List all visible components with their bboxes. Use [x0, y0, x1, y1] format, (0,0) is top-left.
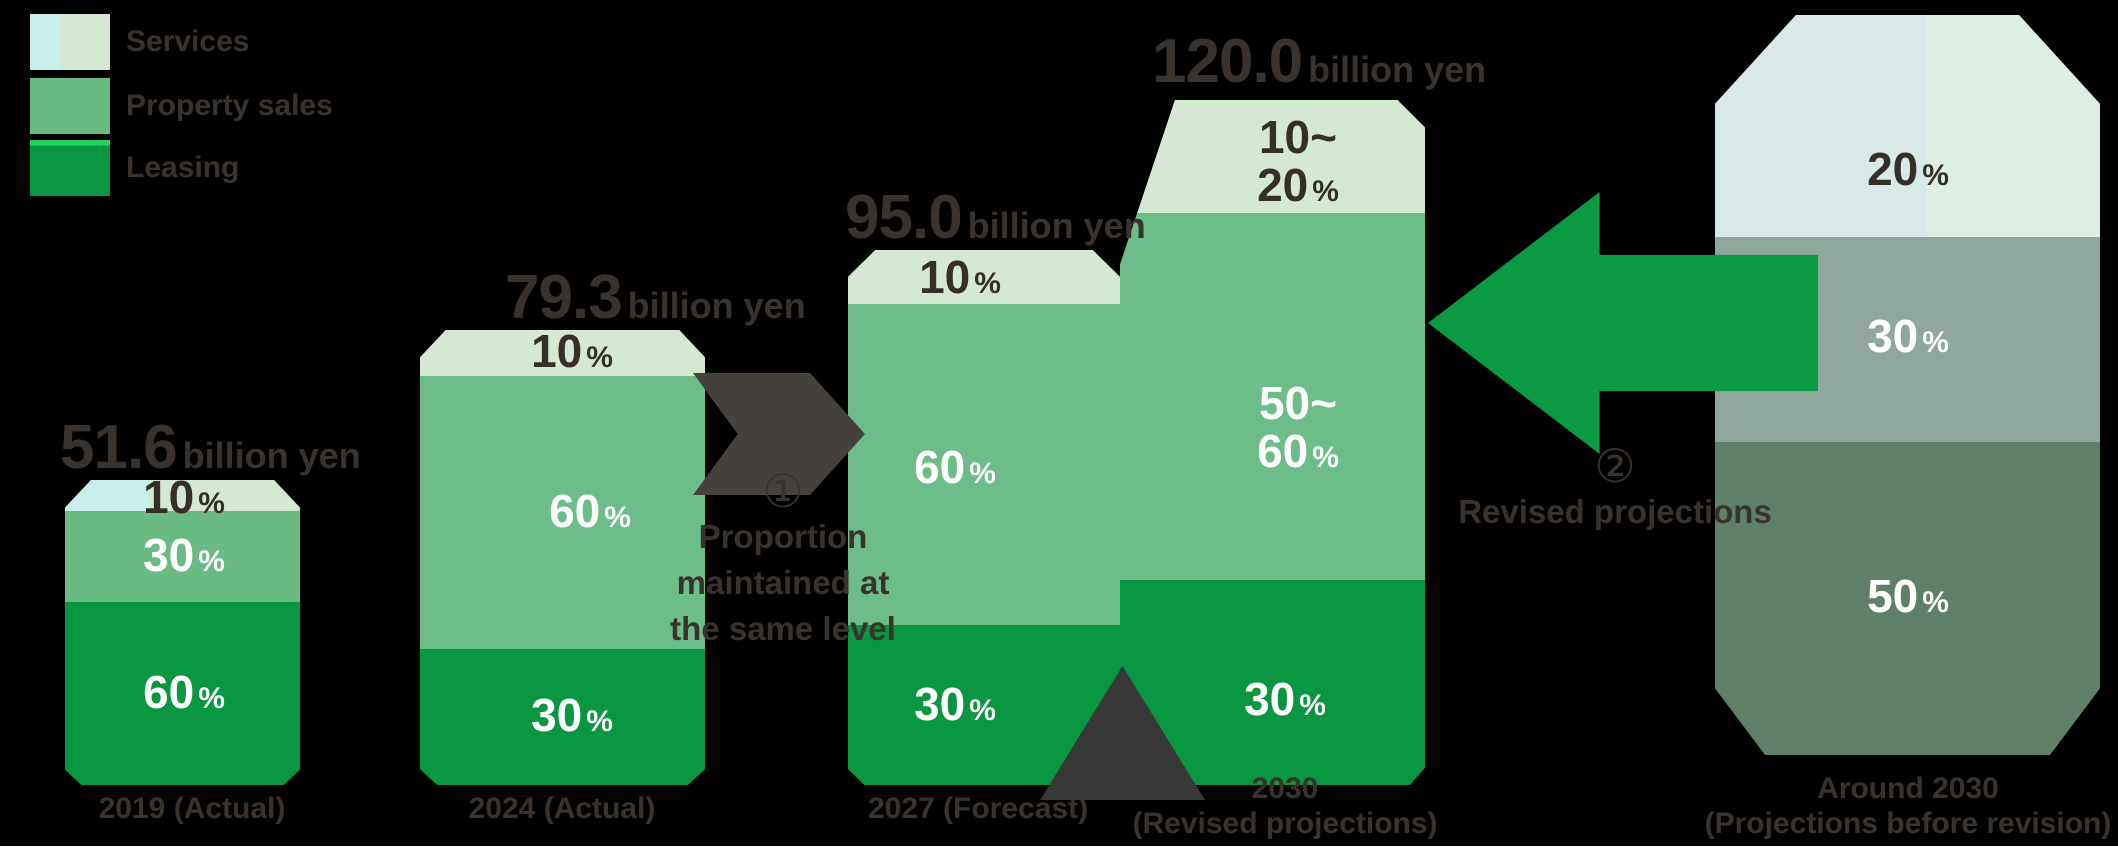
bar-segment-property-sales	[1120, 213, 1425, 580]
bar-segment-services	[1120, 100, 1425, 213]
segment-label: 60%	[914, 441, 996, 494]
annotation-2: ② Revised projections	[1458, 443, 1772, 535]
segment-label: 20%	[1867, 143, 1949, 196]
annotation-line: maintained at	[676, 564, 890, 602]
bar-segment-leasing	[65, 602, 300, 785]
segment-label: 60%	[143, 666, 225, 719]
bar-segment-leasing	[420, 649, 705, 785]
segment-label: 30%	[531, 689, 613, 742]
bar-2024	[420, 330, 705, 785]
circled-2-icon: ②	[1594, 440, 1636, 492]
legend-label: Leasing	[126, 151, 240, 184]
x-axis-label-2030-before-revision: Around 2030 (Projections before revision)	[1704, 772, 2112, 840]
legend-item-services: Services	[30, 14, 249, 70]
legend-swatch-leasing-icon	[30, 140, 110, 196]
bar-segment-leasing	[1715, 442, 2100, 755]
circled-1-icon: ①	[762, 465, 804, 517]
segment-label: 10%	[143, 471, 225, 524]
bar-segment-services	[1715, 15, 2100, 237]
segment-label: 10%	[531, 325, 613, 378]
x-axis-label-2030-revised: 2030 (Revised projections)	[1132, 772, 1438, 840]
bar-title-2030: 120.0 billion yen	[1152, 27, 1487, 96]
segment-label: 30%	[1867, 310, 1949, 363]
segment-label: 10~ 20%	[1257, 111, 1339, 211]
annotation-1: ① Proportion maintained at the same leve…	[670, 468, 896, 653]
bar-title-2024: 79.3 billion yen	[505, 263, 806, 332]
bar-2030-revised	[1120, 100, 1425, 785]
segment-label: 60%	[549, 485, 631, 538]
legend-item-leasing: Leasing	[30, 140, 239, 196]
annotation-line: Revised projections	[1458, 493, 1772, 530]
segment-label: 30%	[143, 529, 225, 582]
bar-2019	[65, 480, 300, 785]
legend-label: Services	[126, 25, 250, 58]
bar-segment-services	[848, 250, 1120, 304]
annotation-line: the same level	[670, 610, 896, 648]
segment-label: 30%	[914, 678, 996, 731]
bar-segment-property-sales	[420, 376, 705, 649]
bar-title-2027: 95.0 billion yen	[845, 183, 1146, 252]
bar-segment-property-sales	[65, 511, 300, 602]
annotation-line: Proportion	[698, 518, 868, 555]
bar-segment-services	[65, 480, 300, 511]
legend-swatch-services-icon	[30, 14, 110, 70]
segment-label: 10%	[919, 251, 1001, 304]
segment-label: 50~ 60%	[1257, 377, 1339, 477]
segment-label: 30%	[1244, 673, 1326, 726]
bar-title-2019: 51.6 billion yen	[60, 413, 361, 482]
legend-label: Property sales	[126, 89, 333, 122]
legend-item-property-sales: Property sales	[30, 78, 333, 134]
x-axis-label-2027: 2027 (Forecast)	[867, 792, 1089, 825]
segment-label: 50%	[1867, 570, 1949, 623]
bar-segment-property-sales	[848, 304, 1120, 625]
bottom-edge-strip	[0, 846, 2118, 854]
x-axis-label-2024: 2024 (Actual)	[468, 792, 656, 825]
x-axis-label-2019: 2019 (Actual)	[98, 792, 286, 825]
bar-segment-services	[420, 330, 705, 376]
legend-swatch-property-sales-icon	[30, 78, 110, 134]
